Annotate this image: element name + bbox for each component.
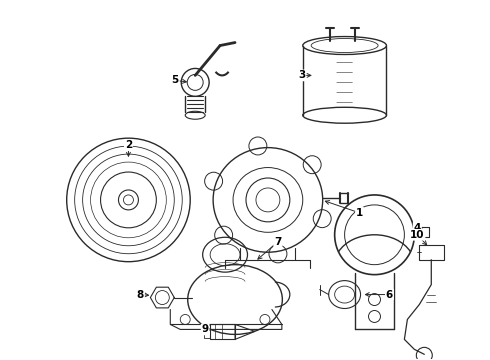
Text: 7: 7 <box>274 237 282 247</box>
Text: 6: 6 <box>386 289 393 300</box>
Text: 3: 3 <box>298 71 305 80</box>
Text: 1: 1 <box>356 208 363 218</box>
Text: 9: 9 <box>201 324 209 334</box>
Text: 2: 2 <box>125 140 132 150</box>
Text: 5: 5 <box>172 75 179 85</box>
Text: 4: 4 <box>414 223 421 233</box>
Text: 8: 8 <box>137 289 144 300</box>
Text: 10: 10 <box>410 230 424 240</box>
